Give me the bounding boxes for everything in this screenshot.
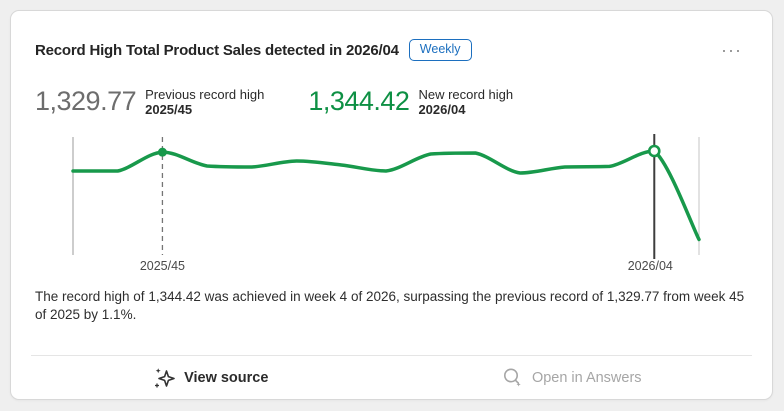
new-record-stat: 1,344.42 New record high 2026/04 <box>308 87 513 118</box>
page-title: Record High Total Product Sales detected… <box>35 41 399 59</box>
open-in-answers-button[interactable]: Open in Answers <box>392 356 753 399</box>
new-record-label: New record high <box>418 87 514 102</box>
record-stats-row: 1,329.77 Previous record high 2025/45 1,… <box>35 87 748 118</box>
new-record-point <box>647 144 661 158</box>
trend-line <box>71 149 701 242</box>
sparkle-icon <box>155 367 175 387</box>
card-footer: View source Open in Answers <box>31 355 752 399</box>
previous-record-stat: 1,329.77 Previous record high 2025/45 <box>35 87 264 118</box>
magnifier-sparkle-icon <box>503 368 521 387</box>
ellipsis-icon: ··· <box>721 40 742 60</box>
previous-record-axis-label: 2025/45 <box>140 259 185 273</box>
trend-chart-svg: 2025/45 2026/04 <box>71 133 701 273</box>
new-record-value: 1,344.42 <box>308 86 410 116</box>
view-source-button[interactable]: View source <box>31 356 392 399</box>
new-record-period: 2026/04 <box>418 101 466 117</box>
new-record-axis-label: 2026/04 <box>628 259 673 273</box>
previous-record-label: Previous record high <box>145 87 265 102</box>
view-source-label: View source <box>184 369 269 386</box>
insight-summary: The record high of 1,344.42 was achieved… <box>35 288 745 322</box>
card-header: Record High Total Product Sales detected… <box>35 39 748 61</box>
frequency-badge: Weekly <box>408 39 472 61</box>
previous-record-point <box>157 147 167 157</box>
previous-record-value: 1,329.77 <box>35 86 137 116</box>
trend-chart: 2025/45 2026/04 <box>11 130 772 275</box>
insight-alert-card: Record High Total Product Sales detected… <box>10 10 773 400</box>
open-in-answers-label: Open in Answers <box>531 369 642 386</box>
more-menu-button[interactable]: ··· <box>715 41 748 59</box>
previous-record-period: 2025/45 <box>145 101 193 117</box>
